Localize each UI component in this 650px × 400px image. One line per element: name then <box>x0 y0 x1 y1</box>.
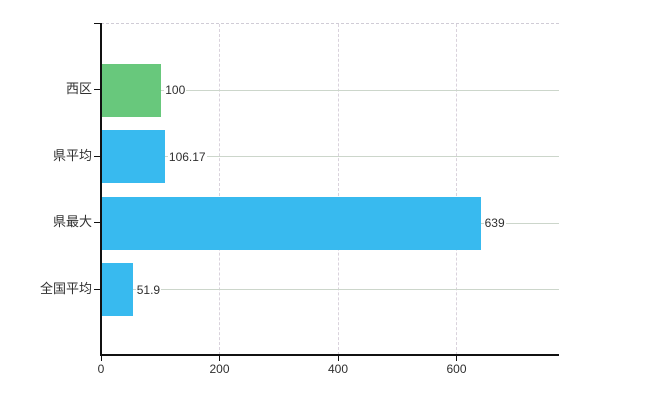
x-tick-label: 0 <box>97 362 105 376</box>
bar <box>102 130 165 184</box>
v-gridline <box>337 24 339 355</box>
bar-value-label: 100 <box>164 83 187 98</box>
v-gridline <box>456 24 458 355</box>
bar-value-label: 51.9 <box>135 282 162 297</box>
x-tick-label: 600 <box>446 362 467 376</box>
bar <box>102 63 162 117</box>
category-label: 県平均 <box>52 147 92 163</box>
y-axis-tick <box>94 89 101 91</box>
x-axis-tick <box>101 356 102 361</box>
h-gridline <box>102 89 559 91</box>
x-axis-tick <box>456 356 458 361</box>
category-label: 西区 <box>65 81 92 97</box>
x-axis-tick <box>337 356 339 361</box>
bar-value-label: 639 <box>483 216 506 231</box>
y-axis-tick <box>94 288 101 290</box>
category-label: 全国平均 <box>39 280 92 296</box>
y-axis-tick <box>94 155 101 157</box>
x-tick-label: 400 <box>327 362 348 376</box>
bar <box>102 196 481 250</box>
x-tick-label: 200 <box>209 362 230 376</box>
x-axis-line <box>100 354 559 356</box>
bar <box>102 263 133 317</box>
v-gridline <box>219 24 221 355</box>
y-axis-tick <box>94 23 101 24</box>
y-axis-tick <box>94 222 101 224</box>
x-axis-tick <box>219 356 221 361</box>
h-gridline <box>102 289 559 291</box>
h-gridline <box>102 156 559 158</box>
plot-area: 100 106.17 639 51.9 <box>101 23 559 355</box>
category-label: 県最大 <box>52 214 92 230</box>
bar-value-label: 106.17 <box>167 149 207 164</box>
y-axis-line <box>100 23 102 355</box>
